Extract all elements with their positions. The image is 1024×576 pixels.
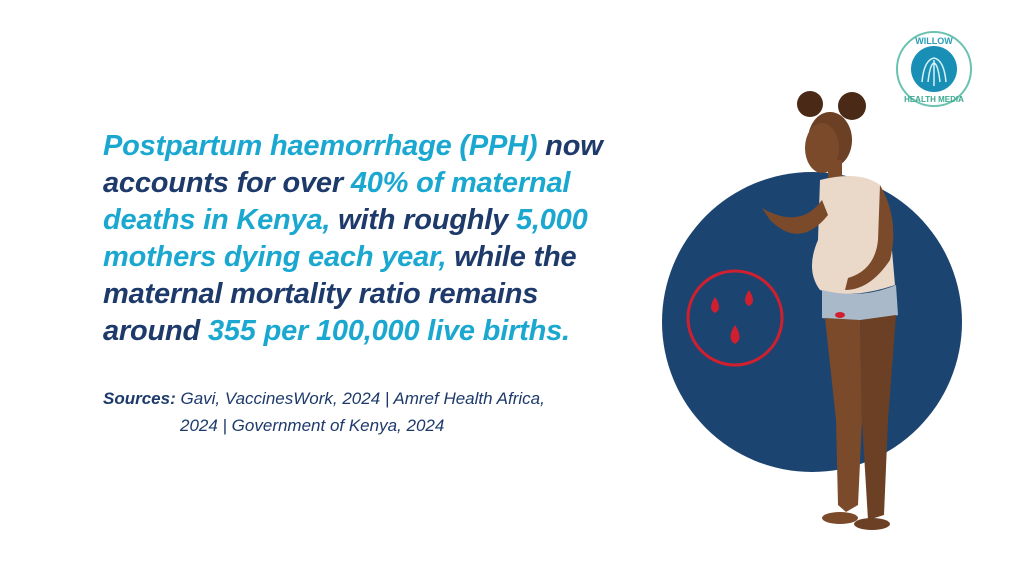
sources-line-1: Gavi, VaccinesWork, 2024 | Amref Health … [175, 389, 545, 408]
headline: Postpartum haemorrhage (PPH) now accounts… [103, 128, 623, 350]
sources-label: Sources: [103, 389, 176, 408]
body-text: accounts for over [103, 167, 351, 199]
highlight-text: 355 per 100,000 live births. [207, 315, 570, 347]
sources: Sources: Gavi, VaccinesWork, 2024 | Amre… [103, 385, 643, 439]
headline-line: accounts for over 40% of maternal [103, 165, 623, 202]
highlight-text: deaths in Kenya, [103, 204, 331, 236]
blood-drops-icon [686, 269, 784, 367]
headline-line: mothers dying each year, while the [103, 239, 623, 276]
highlight-text: 40% of maternal [350, 167, 571, 199]
highlight-text: mothers dying each year, [103, 241, 447, 273]
highlight-text: Postpartum haemorrhage (PPH) [103, 130, 538, 162]
body-text: with roughly [330, 204, 516, 236]
body-text: around [103, 315, 208, 347]
highlight-text: 5,000 [515, 204, 588, 236]
logo-top-text: WILLOW [915, 36, 953, 46]
headline-line: maternal mortality ratio remains [103, 276, 623, 313]
headline-line: around 355 per 100,000 live births. [103, 313, 623, 350]
body-text: maternal mortality ratio remains [103, 278, 539, 310]
sources-line-2: 2024 | Government of Kenya, 2024 [180, 416, 445, 435]
body-text: now [537, 130, 603, 162]
logo-bottom-text: HEALTH MEDIA [904, 95, 964, 104]
body-text: while the [446, 241, 577, 273]
headline-line: Postpartum haemorrhage (PPH) now [103, 128, 623, 165]
headline-line: deaths in Kenya, with roughly 5,000 [103, 202, 623, 239]
pregnant-woman-figure [762, 91, 898, 530]
willow-health-media-logo: WILLOW HEALTH MEDIA [896, 31, 972, 107]
